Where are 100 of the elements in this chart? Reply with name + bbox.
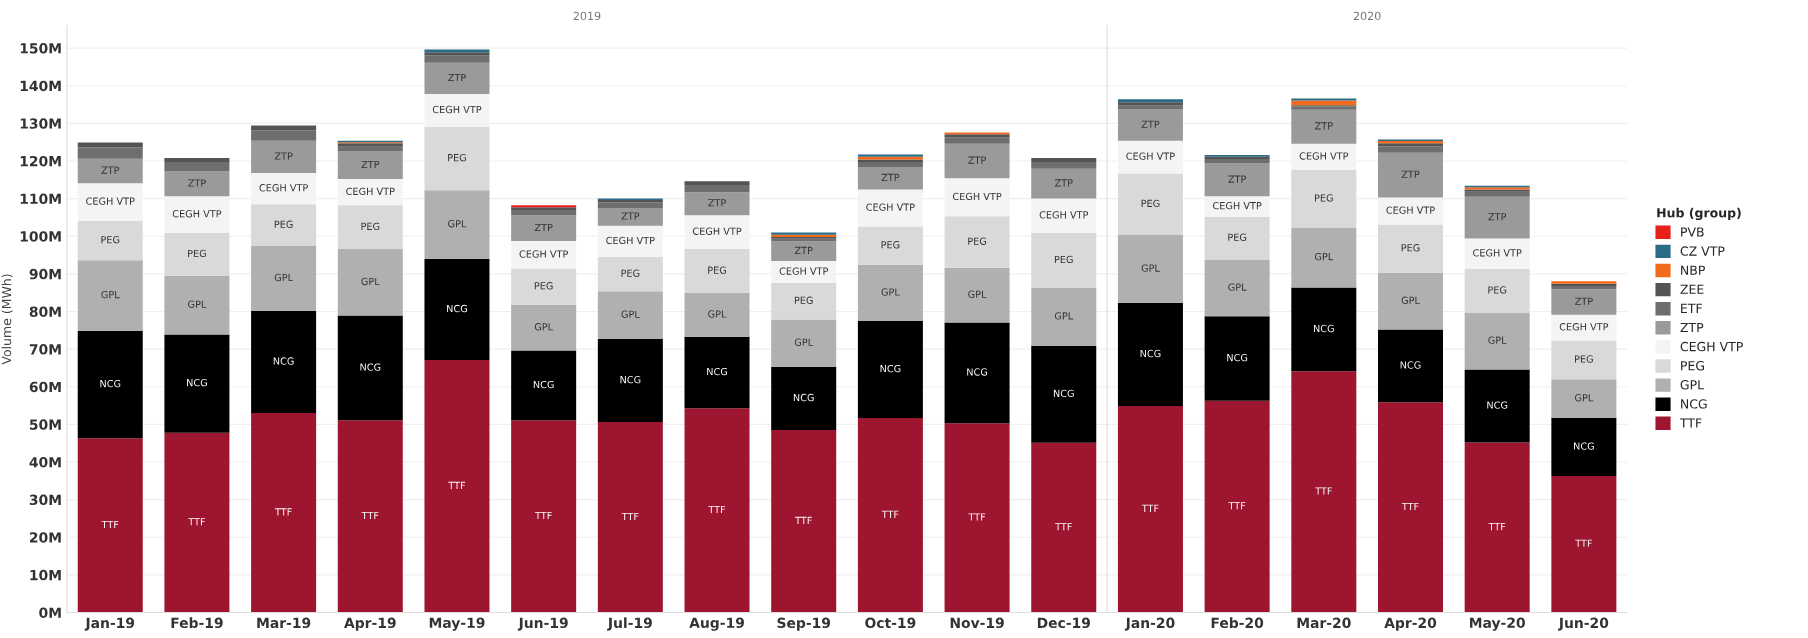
legend-label: GPL [1680,380,1705,390]
data-label: GPL [794,338,814,346]
legend-label: NCG [1681,399,1707,409]
y-tick-label: 110M [20,193,61,205]
data-label: NCG [1053,389,1074,398]
data-label: TTF [448,481,466,489]
data-label: PEG [274,220,293,228]
bar [1464,268,1530,313]
bar [1204,163,1270,197]
y-tick-label: 10M [30,569,61,581]
data-label: GPL [621,310,640,318]
data-label: ZTP [1315,122,1333,130]
legend-label: PVB [1681,227,1704,237]
chart-title: 2020 [1353,11,1381,21]
data-label: ZTP [361,160,380,168]
data-label: TTF [274,508,292,516]
data-label: PEG [448,153,466,162]
data-label: PEG [794,296,813,304]
bar [1464,369,1530,443]
bar [1291,287,1357,372]
data-label: GPL [708,310,727,318]
data-label: PEG [1575,355,1593,363]
data-label: PEG [188,249,206,258]
x-tick-label: Nov-19 [950,617,1004,629]
bar [1377,272,1443,330]
data-label: CEGH VTP [259,184,308,192]
data-label: PEG [1314,194,1333,202]
bar [1031,287,1097,346]
bar [1551,379,1617,418]
bar [771,319,837,367]
x-tick-label: Mar-20 [1297,617,1351,629]
data-label: CEGH VTP [1126,152,1175,160]
bar [1031,442,1097,613]
legend-label: CZ VTP [1680,246,1725,256]
data-label: ZTP [794,246,813,254]
legend-label: NBP [1681,265,1705,275]
bar [597,338,663,423]
bar [684,249,750,294]
bar [251,140,317,174]
data-label: ZTP [1054,179,1073,187]
bar [857,162,923,167]
data-label: PEG [1054,255,1073,264]
bar [424,360,490,613]
bar [1464,442,1530,613]
bar [1031,345,1097,443]
data-label: NCG [1400,361,1421,369]
data-label: GPL [101,290,120,299]
x-tick-label: May-19 [429,617,485,631]
bar [164,334,230,433]
bar [684,192,750,216]
data-label: CEGH VTP [1213,201,1262,210]
data-label: GPL [1575,394,1594,402]
bar [1117,109,1183,141]
x-tick-label: Feb-20 [1211,617,1264,629]
bar [944,423,1010,613]
data-label: CEGH VTP [952,192,1002,201]
bar [1551,314,1617,341]
data-label: NCG [187,379,207,387]
y-tick-label: 70M [29,344,61,355]
bar [1464,312,1530,370]
bar [771,282,837,320]
bar [597,422,663,613]
bar [1377,224,1443,273]
y-tick-label: 60M [29,381,61,393]
bar [1117,235,1183,303]
data-label: CEGH VTP [346,187,395,196]
data-label: TTF [361,511,379,520]
data-label: NCG [967,368,988,376]
bar [424,62,490,94]
y-tick-label: 120M [20,155,61,167]
bar [1377,402,1443,613]
data-label: TTF [1055,523,1072,531]
y-tick-label: 30M [29,494,61,506]
y-tick-label: 90M [29,268,61,280]
bar [1031,162,1097,169]
bar [1204,316,1270,401]
bar [337,151,403,180]
bar [251,204,317,247]
bar [1464,196,1530,239]
bar [337,146,403,152]
bar [424,55,490,63]
bar [1204,159,1270,164]
bar [771,430,837,613]
x-tick-label: Mar-19 [257,617,311,629]
x-tick-label: Jan-20 [1124,617,1175,631]
data-label: PEG [1488,286,1507,294]
data-label: NCG [793,393,814,402]
bar [857,320,923,418]
data-label: ZTP [968,156,986,164]
bar [1377,329,1443,403]
bar [164,275,230,335]
bar [1117,173,1183,236]
data-label: NCG [1487,401,1508,409]
data-label: TTF [188,518,206,526]
bar [77,438,143,613]
data-label: TTF [708,505,726,514]
y-tick-label: 50M [29,419,61,430]
x-tick-label: Aug-19 [689,617,744,631]
bar [424,190,490,259]
data-label: GPL [881,288,900,296]
